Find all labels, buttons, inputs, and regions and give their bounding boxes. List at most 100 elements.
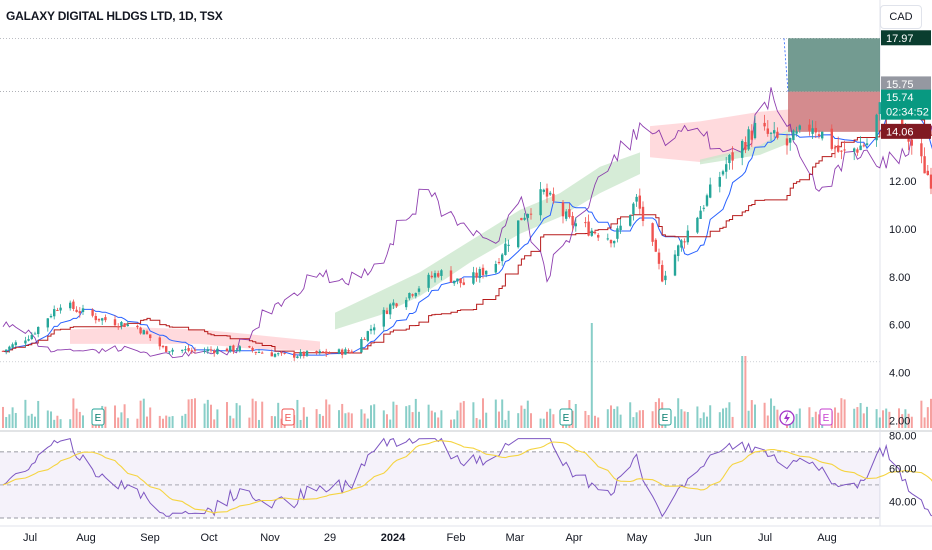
volume-bar bbox=[875, 409, 878, 428]
candle-body bbox=[542, 189, 545, 192]
volume-bar bbox=[696, 406, 699, 428]
candle-body bbox=[5, 349, 8, 352]
volume-bar bbox=[235, 403, 238, 428]
volume-bar bbox=[590, 323, 593, 428]
candle-body bbox=[213, 350, 216, 354]
candle-body bbox=[283, 352, 286, 354]
candle-body bbox=[254, 351, 257, 353]
rsi-ma-line bbox=[2, 440, 932, 514]
candle-body bbox=[325, 351, 328, 354]
candle-body bbox=[337, 349, 341, 354]
candle-body bbox=[33, 333, 37, 335]
volume-bar bbox=[347, 412, 350, 428]
candle-body bbox=[139, 327, 142, 334]
candle-body bbox=[321, 351, 325, 353]
candle-body bbox=[382, 309, 385, 327]
volume-bar bbox=[840, 398, 843, 428]
volume-bar bbox=[216, 409, 219, 428]
time-tick-label: Nov bbox=[260, 532, 280, 544]
earnings-marker[interactable]: E bbox=[658, 408, 672, 426]
time-tick-label: Sep bbox=[140, 532, 160, 544]
candle-body bbox=[654, 239, 657, 252]
earnings-marker[interactable]: E bbox=[281, 408, 295, 426]
candle-body bbox=[46, 318, 49, 328]
kijun-line bbox=[3, 117, 932, 354]
candle-body bbox=[248, 346, 251, 348]
volume-bar bbox=[686, 412, 689, 428]
volume-bar bbox=[14, 412, 17, 428]
earnings-marker-frame bbox=[658, 408, 672, 426]
volume-bar bbox=[315, 409, 318, 428]
volume-bar bbox=[542, 418, 545, 428]
candle-body bbox=[609, 239, 613, 244]
volume-bar bbox=[549, 408, 552, 428]
price-tick-label: 8.00 bbox=[889, 272, 910, 284]
volume-bar bbox=[808, 407, 811, 428]
volume-bar bbox=[213, 419, 216, 428]
lightning-icon[interactable] bbox=[779, 410, 795, 426]
candle-body bbox=[24, 340, 27, 344]
volume-bar bbox=[437, 417, 440, 428]
candle-body bbox=[613, 240, 616, 244]
earnings-marker[interactable]: E bbox=[819, 408, 833, 426]
candle-body bbox=[574, 223, 577, 227]
volume-bar bbox=[629, 402, 632, 428]
candle-body bbox=[344, 349, 347, 355]
candle-body bbox=[539, 189, 542, 216]
cloud-bull-segment bbox=[335, 152, 640, 330]
candle-body bbox=[104, 317, 107, 321]
candle-body bbox=[657, 252, 661, 264]
volume-bar bbox=[728, 402, 731, 428]
volume-bar bbox=[504, 419, 507, 428]
volume-bar bbox=[878, 417, 881, 428]
volume-bar bbox=[418, 411, 420, 428]
candle-body bbox=[549, 192, 552, 195]
volume-bar bbox=[158, 415, 161, 428]
volume-bar bbox=[430, 410, 433, 428]
candle-body bbox=[497, 261, 501, 264]
volume-bar bbox=[238, 405, 241, 428]
candle-body bbox=[206, 349, 209, 352]
volume-bar bbox=[126, 418, 129, 428]
candle-body bbox=[776, 131, 779, 138]
volume-bar bbox=[680, 409, 683, 428]
volume-bar bbox=[325, 399, 328, 428]
candle-body bbox=[459, 278, 462, 284]
time-axis[interactable]: Jul Aug Sep Oct Nov 29 2024 Feb Mar Apr May Jun Jul A… bbox=[23, 532, 837, 544]
volume-bar bbox=[882, 410, 884, 428]
candle-body bbox=[296, 356, 299, 358]
earnings-marker[interactable]: E bbox=[91, 408, 105, 426]
earnings-marker[interactable]: E bbox=[559, 408, 573, 426]
candle-body bbox=[683, 241, 686, 243]
price-axis[interactable]: 2.004.006.008.0010.0012.0014.0040.0060.0… bbox=[881, 30, 931, 508]
candle-body bbox=[616, 228, 619, 239]
volume-bar bbox=[139, 400, 142, 428]
candle-body bbox=[795, 131, 798, 134]
candle-body bbox=[97, 318, 101, 321]
volume-bar bbox=[766, 415, 769, 428]
volume-bar bbox=[210, 404, 212, 428]
time-tick-label: Jul bbox=[23, 532, 37, 544]
volume-bar bbox=[901, 414, 904, 428]
earnings-marker-label: E bbox=[823, 413, 830, 424]
volume-bar bbox=[587, 415, 590, 428]
candle-body bbox=[545, 188, 549, 197]
volume-bar bbox=[274, 416, 276, 428]
earnings-marker-frame bbox=[559, 408, 573, 426]
candle-body bbox=[568, 209, 571, 217]
volume-bar bbox=[392, 401, 395, 428]
currency-button[interactable]: CAD bbox=[880, 5, 922, 29]
candle-body bbox=[405, 299, 408, 308]
candle-body bbox=[75, 309, 78, 312]
candle-body bbox=[417, 288, 421, 292]
candle-body bbox=[117, 326, 120, 328]
prev-label-text: 15.75 bbox=[886, 79, 914, 91]
time-tick-label: 29 bbox=[324, 532, 336, 544]
volume-bar bbox=[763, 402, 766, 428]
volume-bar bbox=[59, 419, 62, 428]
volume-bar bbox=[114, 405, 116, 428]
candle-body bbox=[686, 230, 689, 243]
candle-body bbox=[27, 339, 30, 341]
